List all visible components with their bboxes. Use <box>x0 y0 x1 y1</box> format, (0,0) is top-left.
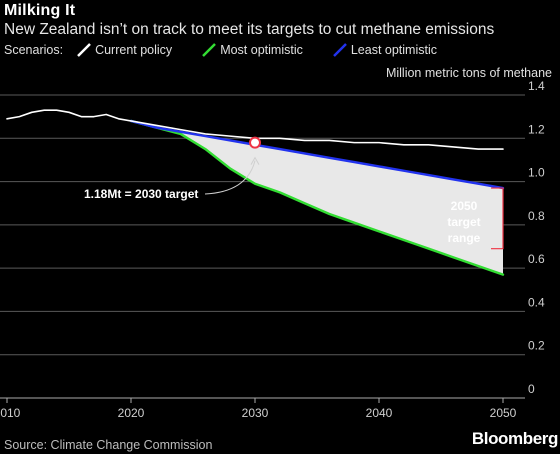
series-lines <box>6 109 505 276</box>
series-line-most-optimistic <box>129 119 505 276</box>
target-2030-leader <box>204 160 256 195</box>
legend-swatch-least-optimistic <box>332 43 347 57</box>
chart-subtitle: New Zealand isn’t on track to meet its t… <box>4 21 495 38</box>
x-tick-1: 2020 <box>118 406 145 420</box>
target-2030-marker <box>249 136 261 149</box>
y-axis-label: Million metric tons of methane <box>385 66 552 80</box>
target-range-2050-label-0: 2050 <box>451 199 478 213</box>
x-tick-labels: 2010 2020 2030 2040 2050 <box>0 398 517 420</box>
target-range-2050-bracket <box>491 187 504 250</box>
y-tick-4: 0.8 <box>528 209 545 223</box>
legend: Scenarios: Current policy Most optimisti… <box>4 43 467 57</box>
y-tick-3: 0.6 <box>528 252 545 266</box>
target-range-2050-label-2: range <box>448 231 481 245</box>
legend-text-least-optimistic: Least optimistic <box>350 43 437 57</box>
legend-text-current-policy: Current policy <box>95 43 173 57</box>
series-line-current-policy <box>6 109 504 150</box>
x-tick-0: 2010 <box>0 406 21 420</box>
legend-swatch-current-policy <box>77 43 91 57</box>
x-tick-3: 2040 <box>366 406 393 420</box>
x-tick-4: 2050 <box>490 406 517 420</box>
x-tick-2: 2030 <box>242 406 269 420</box>
y-tick-labels: 0 0.2 0.4 0.6 0.8 1.0 1.2 1.4 <box>528 79 545 396</box>
legend-item-current-policy: Current policy <box>77 43 172 57</box>
y-tick-1: 0.2 <box>528 339 545 353</box>
target-range-2050-label-1: target <box>447 215 480 229</box>
legend-label: Scenarios: <box>4 43 64 57</box>
y-tick-0: 0 <box>528 382 535 396</box>
legend-swatch-most-optimistic <box>202 43 217 57</box>
chart-title: Milking It <box>4 2 76 19</box>
y-tick-6: 1.2 <box>528 122 545 136</box>
y-tick-5: 1.0 <box>528 166 545 180</box>
bloomberg-logo: Bloomberg <box>471 429 559 448</box>
y-tick-2: 0.4 <box>528 295 545 309</box>
target-annotations: 1.18Mt = 2030 target 2050 target range <box>84 136 504 250</box>
target-2030-label: 1.18Mt = 2030 target <box>84 187 198 201</box>
series-line-least-optimistic <box>129 119 505 190</box>
target-2030-arrowhead <box>250 156 260 165</box>
legend-text-most-optimistic: Most optimistic <box>220 43 303 57</box>
scenario-range-area <box>131 120 503 275</box>
legend-item-least-optimistic: Least optimistic <box>332 43 437 57</box>
shaded-band <box>131 120 503 275</box>
legend-item-most-optimistic: Most optimistic <box>202 43 303 57</box>
source-note: Source: Climate Change Commission <box>4 438 213 452</box>
y-tick-7: 1.4 <box>528 79 545 93</box>
